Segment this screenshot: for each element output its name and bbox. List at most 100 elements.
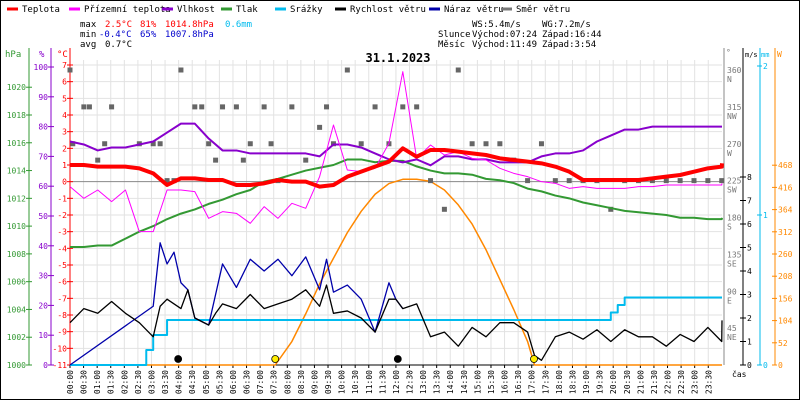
legend-label: Tlak [236, 5, 258, 15]
dir-tick-label: 90 [727, 287, 737, 296]
dir-compass-label: NE [727, 333, 737, 342]
temp-tick-label: 7 [62, 61, 67, 70]
x-tick-label: 06:00 [229, 370, 238, 394]
hpa-tick-label: 1012 [7, 194, 26, 203]
stat-sunset: Západ:16:44 [542, 30, 602, 40]
x-tick-label: 14:30 [460, 370, 469, 394]
w-tick-label: 156 [778, 294, 793, 303]
w-axis-label: W [777, 50, 782, 59]
x-tick-label: 00:00 [66, 370, 75, 394]
pct-tick-label: 0 [43, 361, 48, 370]
x-tick-label: 09:30 [324, 370, 333, 394]
stat-sunrise: Východ:07:24 [472, 30, 537, 40]
temp-tick-label: -8 [57, 311, 67, 320]
x-tick-label: 19:00 [582, 370, 591, 394]
temp-tick-label: -1 [57, 194, 67, 203]
smer-vetru-point [150, 141, 156, 147]
dir-compass-label: SW [727, 186, 737, 195]
x-tick-label: 21:00 [636, 370, 645, 394]
x-tick-label: 04:30 [188, 370, 197, 394]
x-tick-label: 21:30 [650, 370, 659, 394]
hpa-tick-label: 1018 [7, 111, 26, 120]
x-tick-label: 04:00 [175, 370, 184, 394]
smer-vetru-point [220, 104, 226, 110]
stat-avg-label: avg [80, 40, 96, 50]
smer-vetru-point [261, 104, 267, 110]
vlhkost-line [69, 122, 723, 167]
temp-tick-label: -10 [53, 344, 68, 353]
dir-compass-label: SE [727, 259, 737, 268]
smer-vetru-point [206, 141, 212, 147]
x-axis-label: čas [732, 369, 747, 379]
ms-tick-label: 1 [747, 338, 752, 347]
x-tick-label: 12:00 [392, 370, 401, 394]
smer-vetru-point [691, 178, 697, 184]
stat-max-rain: 0.6mm [225, 20, 252, 30]
smer-vetru-point [608, 206, 614, 212]
ms-tick-label: 8 [747, 173, 752, 182]
x-tick-label: 03:30 [161, 370, 170, 394]
pct-tick-label: 60 [38, 182, 48, 191]
smer-vetru-point [358, 141, 364, 147]
pct-tick-label: 30 [38, 272, 48, 281]
dir-compass-label: E [727, 296, 732, 305]
x-tick-label: 07:30 [270, 370, 279, 394]
x-tick-label: 17:30 [541, 370, 550, 394]
x-tick-label: 10:30 [351, 370, 360, 394]
stats-panel: max 2.5°C 81% 1014.8hPa 0.6mm min -0.4°C 65% 100… [80, 20, 602, 50]
x-tick-label: 06:30 [243, 370, 252, 394]
temp-tick-label: 1 [62, 161, 67, 170]
temp-tick-label: -4 [57, 244, 67, 253]
stat-avg-temp: 0.7°C [105, 40, 132, 50]
smer-vetru-point [497, 141, 503, 147]
w-tick-label: 0 [778, 361, 783, 370]
stat-min-temp: -0.4°C [99, 30, 132, 40]
temp-tick-label: -3 [57, 228, 67, 237]
pct-tick-label: 90 [38, 93, 48, 102]
prizemni-teplota-line [69, 71, 723, 233]
hpa-tick-label: 1016 [7, 139, 26, 148]
temp-tick-label: 2 [62, 144, 67, 153]
sunrise-marker [271, 355, 280, 363]
series-layer [67, 67, 725, 366]
stat-min-label: min [80, 30, 96, 40]
temp-axis-label: °C [57, 50, 68, 60]
pct-tick-label: 10 [38, 331, 48, 340]
moonset-marker [174, 355, 183, 363]
x-tick-label: 18:30 [568, 370, 577, 394]
w-tick-label: 104 [778, 317, 793, 326]
x-tick-label: 08:00 [283, 370, 292, 394]
stat-moonrise: Východ:11:49 [472, 40, 537, 50]
smer-vetru-point [469, 141, 475, 147]
teplota-line [70, 146, 724, 189]
smer-vetru-point [240, 157, 246, 163]
rychlost-vetru-line [69, 284, 723, 361]
x-tick-label: 16:30 [514, 370, 523, 394]
w-tick-label: 468 [778, 161, 793, 170]
smer-vetru-point [109, 104, 115, 110]
x-tick-label: 15:30 [487, 370, 496, 394]
stat-min-pressure: 1007.8hPa [165, 30, 214, 40]
temp-tick-label: -2 [57, 211, 67, 220]
smer-vetru-point [86, 104, 92, 110]
smer-vetru-point [538, 141, 544, 147]
x-tick-label: 19:30 [596, 370, 605, 394]
smer-vetru-point [566, 178, 572, 184]
ms-tick-label: 2 [747, 314, 752, 323]
smer-vetru-point [400, 104, 406, 110]
temp-tick-label: -7 [57, 294, 67, 303]
w-tick-label: 52 [778, 339, 788, 348]
stat-moonset: Západ:3:54 [542, 40, 596, 50]
sunset-marker [530, 355, 538, 363]
stat-wind-gust: WG:7.2m/s [542, 20, 591, 30]
stat-moon-label: Měsíc [438, 40, 465, 50]
smer-vetru-point [247, 141, 253, 147]
x-tick-label: 05:30 [215, 370, 224, 394]
smer-vetru-point [344, 67, 350, 73]
smer-vetru-point [525, 178, 531, 184]
x-tick-label: 12:30 [406, 370, 415, 394]
pct-tick-label: 20 [38, 301, 48, 310]
temp-tick-label: 5 [62, 94, 67, 103]
x-tick-label: 10:00 [338, 370, 347, 394]
